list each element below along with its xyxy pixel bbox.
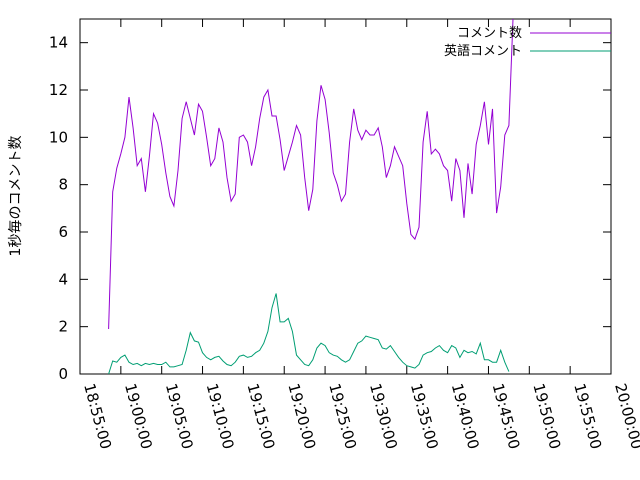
y-tick-label: 12 [49, 81, 68, 99]
series-line-english-comments [108, 293, 510, 374]
y-tick-label: 0 [58, 365, 68, 383]
x-tick-label: 19:30:00 [366, 381, 401, 451]
y-axis-label: 1秒毎のコメント数 [8, 136, 24, 257]
x-tick-label: 19:35:00 [407, 381, 442, 451]
x-tick-label: 19:55:00 [570, 381, 605, 451]
x-tick-label: 19:25:00 [325, 381, 360, 451]
x-tick-label: 20:00:00 [611, 381, 640, 451]
legend: コメント数 英語コメント [444, 26, 611, 59]
plot-frame [79, 18, 612, 375]
x-tick-label: 18:55:00 [80, 381, 115, 451]
x-tick-label: 19:05:00 [162, 381, 197, 451]
y-tick-label: 8 [58, 176, 68, 194]
legend-label-comment-count: コメント数 [457, 26, 522, 41]
y-tick-label: 6 [58, 223, 68, 241]
y-tick-label: 14 [49, 34, 68, 52]
y-tick-label: 4 [58, 270, 68, 288]
x-tick-label: 19:20:00 [284, 381, 319, 451]
x-tick-label: 19:50:00 [529, 381, 564, 451]
axes-layer: 0 2 4 6 8 10 12 14 18:55:00 19:00:00 19:05:00 19:10… [49, 18, 640, 451]
legend-label-english-comments: 英語コメント [444, 43, 522, 59]
x-tick-label: 19:10:00 [203, 381, 238, 451]
x-tick-label: 19:15:00 [244, 381, 279, 451]
y-tick-label: 10 [49, 128, 68, 146]
y-tick-label: 2 [58, 318, 68, 336]
series-line-comment-count [108, 19, 514, 330]
x-tick-label: 19:45:00 [489, 381, 524, 451]
x-tick-label: 19:40:00 [448, 381, 483, 451]
series-layer [108, 19, 514, 374]
x-tick-label: 19:00:00 [121, 381, 156, 451]
